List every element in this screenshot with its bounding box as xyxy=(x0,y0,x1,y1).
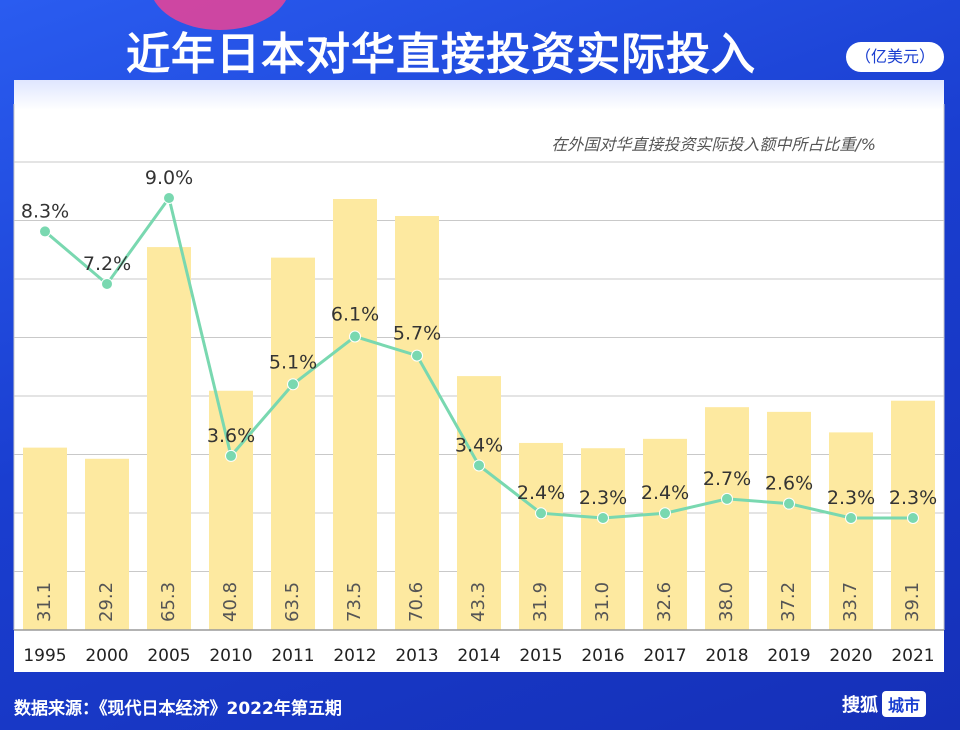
bar-value-label: 37.2 xyxy=(778,582,799,622)
share-value-label: 2.6% xyxy=(765,473,813,495)
share-point xyxy=(101,277,113,290)
bar-value-label: 65.3 xyxy=(158,582,179,622)
share-point xyxy=(907,512,919,524)
bar-value-label: 29.2 xyxy=(96,582,117,622)
bar xyxy=(23,447,67,630)
x-tick-label: 2013 xyxy=(395,646,438,666)
x-tick-label: 2005 xyxy=(147,646,190,666)
share-point xyxy=(163,192,175,204)
bar-value-label: 33.7 xyxy=(840,582,861,622)
share-point xyxy=(659,507,671,520)
x-tick-label: 2021 xyxy=(891,646,934,666)
header: 近年日本对华直接投资实际投入 （亿美元） xyxy=(0,14,960,84)
share-point xyxy=(287,378,299,391)
bar xyxy=(395,216,439,631)
share-value-label: 9.0% xyxy=(145,167,193,189)
x-tick-label: 2010 xyxy=(209,646,252,666)
brand: 搜狐 城市 xyxy=(842,691,927,717)
x-tick-label: 2000 xyxy=(85,646,128,666)
bar xyxy=(643,438,687,630)
brand-tag: 城市 xyxy=(882,691,927,717)
share-point xyxy=(473,459,485,472)
share-value-label: 3.6% xyxy=(207,425,255,447)
x-tick-label: 2014 xyxy=(457,646,500,666)
x-tick-label: 2018 xyxy=(705,646,748,666)
line-series-label: 在外国对华直接投资实际投入额中所占比重/% xyxy=(551,135,876,154)
share-point xyxy=(349,330,361,343)
x-tick-label: 2019 xyxy=(767,646,810,666)
unit-badge: （亿美元） xyxy=(846,42,944,72)
bar xyxy=(85,458,129,630)
brand-name: 搜狐 xyxy=(842,695,878,716)
bar xyxy=(705,407,749,630)
bar-value-label: 73.5 xyxy=(344,582,365,622)
data-source: 数据来源：《现代日本经济》2022年第五期 xyxy=(14,699,342,719)
bar-value-label: 43.3 xyxy=(468,582,489,622)
x-tick-label: 2016 xyxy=(581,646,624,666)
bar-value-label: 70.6 xyxy=(406,582,427,622)
share-value-label: 2.4% xyxy=(641,482,689,504)
bar xyxy=(829,432,873,630)
share-value-label: 7.2% xyxy=(83,253,131,275)
share-value-label: 2.7% xyxy=(703,468,751,490)
bar-value-label: 31.0 xyxy=(592,582,613,622)
bar xyxy=(147,247,191,630)
x-tick-label: 2015 xyxy=(519,646,562,666)
share-point xyxy=(225,449,237,462)
bar xyxy=(519,442,563,630)
x-tick-label: 1995 xyxy=(23,646,66,666)
chart-panel-top xyxy=(14,80,944,110)
bar xyxy=(333,199,377,630)
share-point xyxy=(597,512,609,524)
bar xyxy=(581,448,625,630)
share-value-label: 8.3% xyxy=(21,200,69,222)
bar xyxy=(457,376,501,630)
bar-value-label: 40.8 xyxy=(220,582,241,622)
page-title: 近年日本对华直接投资实际投入 xyxy=(126,29,756,80)
share-value-label: 2.3% xyxy=(889,487,937,509)
bar-value-label: 31.1 xyxy=(34,582,55,622)
share-value-label: 5.7% xyxy=(393,323,441,345)
bar-value-label: 32.6 xyxy=(654,582,675,622)
bar xyxy=(271,257,315,630)
x-tick-label: 2011 xyxy=(271,646,314,666)
share-point xyxy=(783,497,795,510)
bar-value-label: 39.1 xyxy=(902,582,923,622)
bar-value-label: 38.0 xyxy=(716,582,737,622)
x-tick-label: 2012 xyxy=(333,646,376,666)
share-value-label: 5.1% xyxy=(269,351,317,373)
x-tick-label: 2020 xyxy=(829,646,872,666)
share-point xyxy=(535,507,547,520)
share-value-label: 2.3% xyxy=(827,487,875,509)
bar-value-label: 31.9 xyxy=(530,582,551,622)
share-value-label: 3.4% xyxy=(455,434,503,456)
bar xyxy=(209,390,253,630)
share-point xyxy=(721,492,733,505)
bar-value-label: 63.5 xyxy=(282,582,303,622)
share-point xyxy=(845,512,857,524)
share-value-label: 2.3% xyxy=(579,487,627,509)
share-point xyxy=(411,349,423,362)
share-value-label: 6.1% xyxy=(331,304,379,326)
x-tick-label: 2017 xyxy=(643,646,686,666)
share-point xyxy=(39,225,51,238)
bar xyxy=(767,411,811,630)
share-value-label: 2.4% xyxy=(517,482,565,504)
